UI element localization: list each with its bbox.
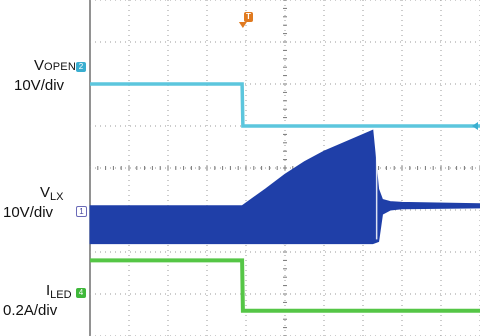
scale-iled: 0.2A/div xyxy=(3,302,58,319)
channel-1-badge: 1 xyxy=(76,206,87,217)
scale-vopen: 10V/div xyxy=(14,77,65,94)
series-vopen-line xyxy=(90,82,480,128)
channel-4-badge: 4 xyxy=(76,288,86,298)
traces xyxy=(89,82,480,313)
label-iled-main: I xyxy=(46,282,51,299)
label-vlx-main: V xyxy=(40,184,51,201)
label-vlx: VLX xyxy=(40,184,64,204)
series-iled-line xyxy=(90,258,480,313)
label-iled-sub: LED xyxy=(50,289,72,301)
vopen-level-arrow xyxy=(472,122,478,130)
scale-vlx: 10V/div xyxy=(3,204,54,221)
trigger-marker-arrow xyxy=(238,22,247,28)
trigger-marker: T xyxy=(244,12,253,22)
grid xyxy=(89,0,480,336)
label-iled: ILED xyxy=(46,282,72,302)
markers xyxy=(238,22,478,130)
channel-2-badge: 2 xyxy=(76,62,86,72)
label-vopen-sub: OPEN xyxy=(44,61,76,73)
label-vopen: VOPEN xyxy=(34,58,76,75)
series-vlx-envelope xyxy=(89,129,480,245)
label-vopen-main: V xyxy=(34,57,45,74)
label-vlx-sub: LX xyxy=(50,191,64,203)
